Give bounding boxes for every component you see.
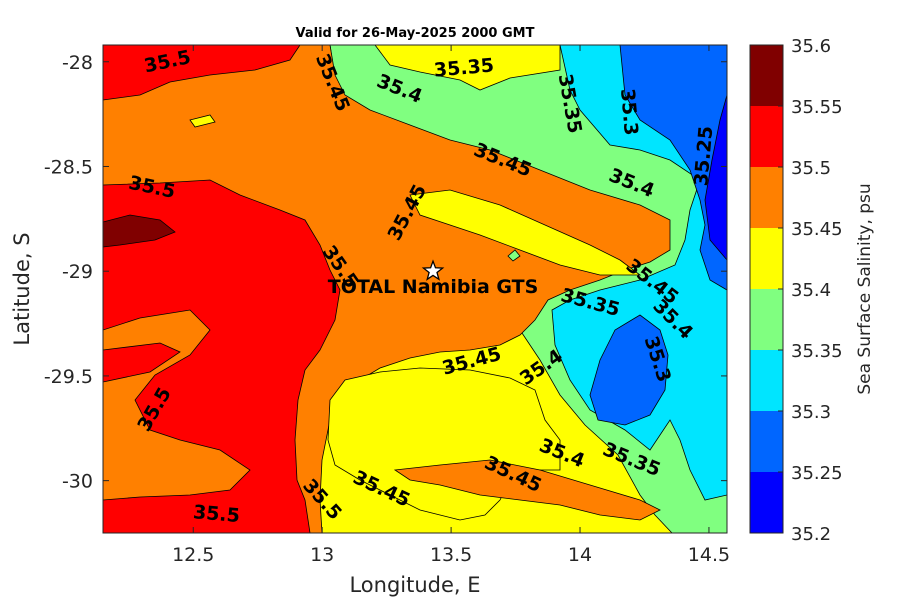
- region-35-40-b: [374, 45, 561, 91]
- colorbar-tick-label: 35.2: [791, 524, 831, 545]
- region-35-55: [103, 214, 176, 248]
- region-35-50-c: [103, 342, 181, 383]
- site-marker: TOTAL Namibia GTS: [328, 259, 539, 298]
- x-tick-label: 14: [568, 544, 592, 566]
- region-35-25-b: [589, 314, 669, 426]
- colorbar-tick-label: 35.35: [791, 341, 843, 362]
- y-axis-label: Latitude, S: [10, 232, 34, 345]
- contour-label: 35.35: [433, 54, 495, 81]
- x-tick-label: 14.5: [688, 544, 730, 566]
- contour-label: 35.5: [192, 501, 241, 527]
- plot-frame: [102, 44, 728, 534]
- colorbar-swatch: [750, 411, 783, 472]
- colorbar-swatch: [750, 45, 783, 106]
- x-tick-label: 12.5: [172, 544, 214, 566]
- colorbar-swatch: [750, 472, 783, 533]
- chart-title: Valid for 26-May-2025 2000 GMT: [296, 26, 535, 41]
- colorbar-swatch: [750, 228, 783, 289]
- colorbar-swatch: [750, 167, 783, 228]
- y-tick-label: -30: [62, 471, 93, 493]
- region-35-50-b: [103, 45, 301, 101]
- region-35-45-b: [393, 459, 661, 521]
- x-axis: 12.5 13 13.5 14 14.5: [172, 45, 730, 566]
- colorbar-label: Sea Surface Salinity, psu: [855, 183, 875, 394]
- colorbar-frame: [749, 44, 784, 534]
- y-tick-label: -29: [62, 261, 93, 283]
- colorbar-tick-label: 35.45: [791, 219, 843, 240]
- region-35-35-b: [507, 249, 521, 262]
- colorbar-swatch: [750, 106, 783, 167]
- colorbar-tick-label: 35.4: [791, 280, 831, 301]
- x-tick-label: 13: [310, 544, 334, 566]
- y-tick-label: -29.5: [44, 366, 93, 388]
- site-label: TOTAL Namibia GTS: [328, 276, 539, 298]
- site-star-icon: [421, 259, 445, 281]
- y-tick-label: -28: [62, 52, 93, 74]
- y-tick-label: -28.5: [44, 156, 93, 178]
- colorbar-tick-label: 35.55: [791, 97, 843, 118]
- x-tick-label: 13.5: [430, 544, 472, 566]
- colorbar-swatch: [750, 350, 783, 411]
- region-35-50: [103, 179, 341, 533]
- region-35-20: [704, 94, 727, 261]
- colorbar: 35.2 35.25 35.3 35.35 35.4 35.45 35.5 35.55 35.6: [749, 36, 843, 545]
- x-axis-label: Longitude, E: [349, 573, 480, 597]
- contour-label: 35.3: [616, 88, 642, 137]
- colorbar-tick-label: 35.5: [791, 158, 831, 179]
- colorbar-tick-label: 35.6: [791, 36, 831, 57]
- colorbar-tick-label: 35.3: [791, 402, 831, 423]
- contour-fill: [103, 45, 727, 533]
- y-axis: -28 -28.5 -29 -29.5 -30: [44, 52, 727, 493]
- region-35-40-c: [409, 189, 642, 276]
- region-35-40-e: [189, 114, 216, 128]
- region-35-25: [619, 45, 727, 291]
- colorbar-swatch: [750, 289, 783, 350]
- contour-label: 35.25: [690, 125, 717, 187]
- colorbar-tick-label: 35.25: [791, 463, 843, 484]
